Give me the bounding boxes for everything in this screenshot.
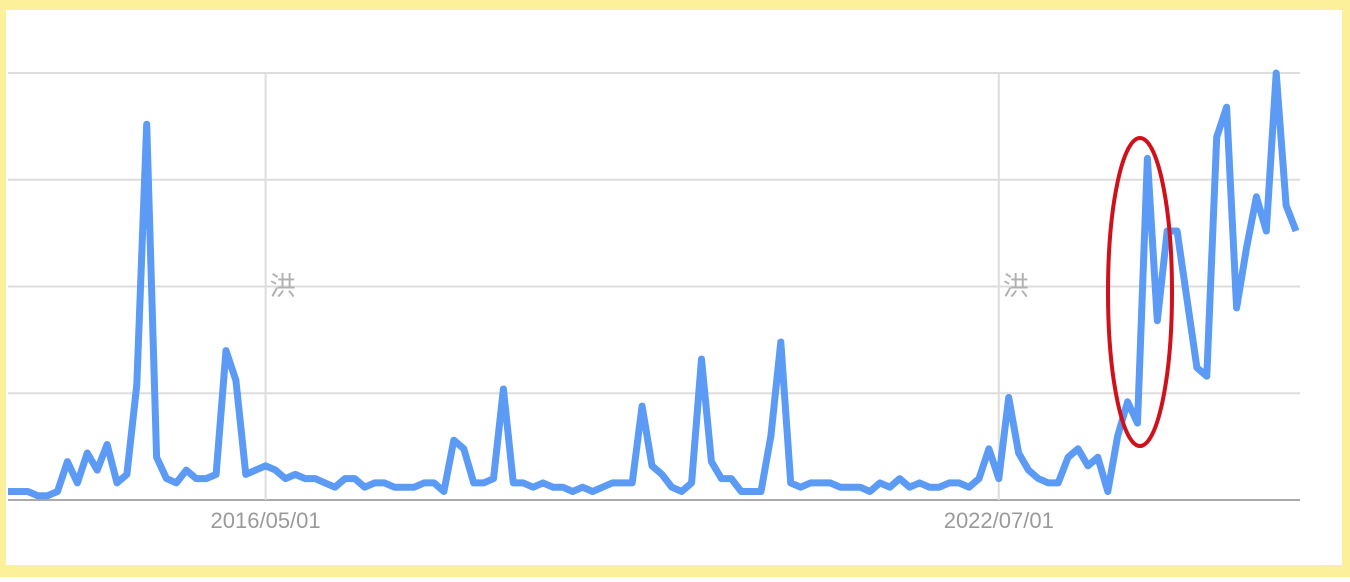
annotation: 洪 (270, 271, 296, 301)
trend-line (8, 69, 1300, 500)
plot (8, 69, 1300, 500)
x-tick-label: 2022/07/01 (944, 508, 1054, 533)
grid: 2016/05/01 2022/07/01 洪 洪 (8, 72, 1300, 533)
annotation: 洪 (1003, 271, 1029, 301)
highlight-ellipse (1106, 136, 1174, 448)
x-tick-label: 2016/05/01 (211, 508, 321, 533)
